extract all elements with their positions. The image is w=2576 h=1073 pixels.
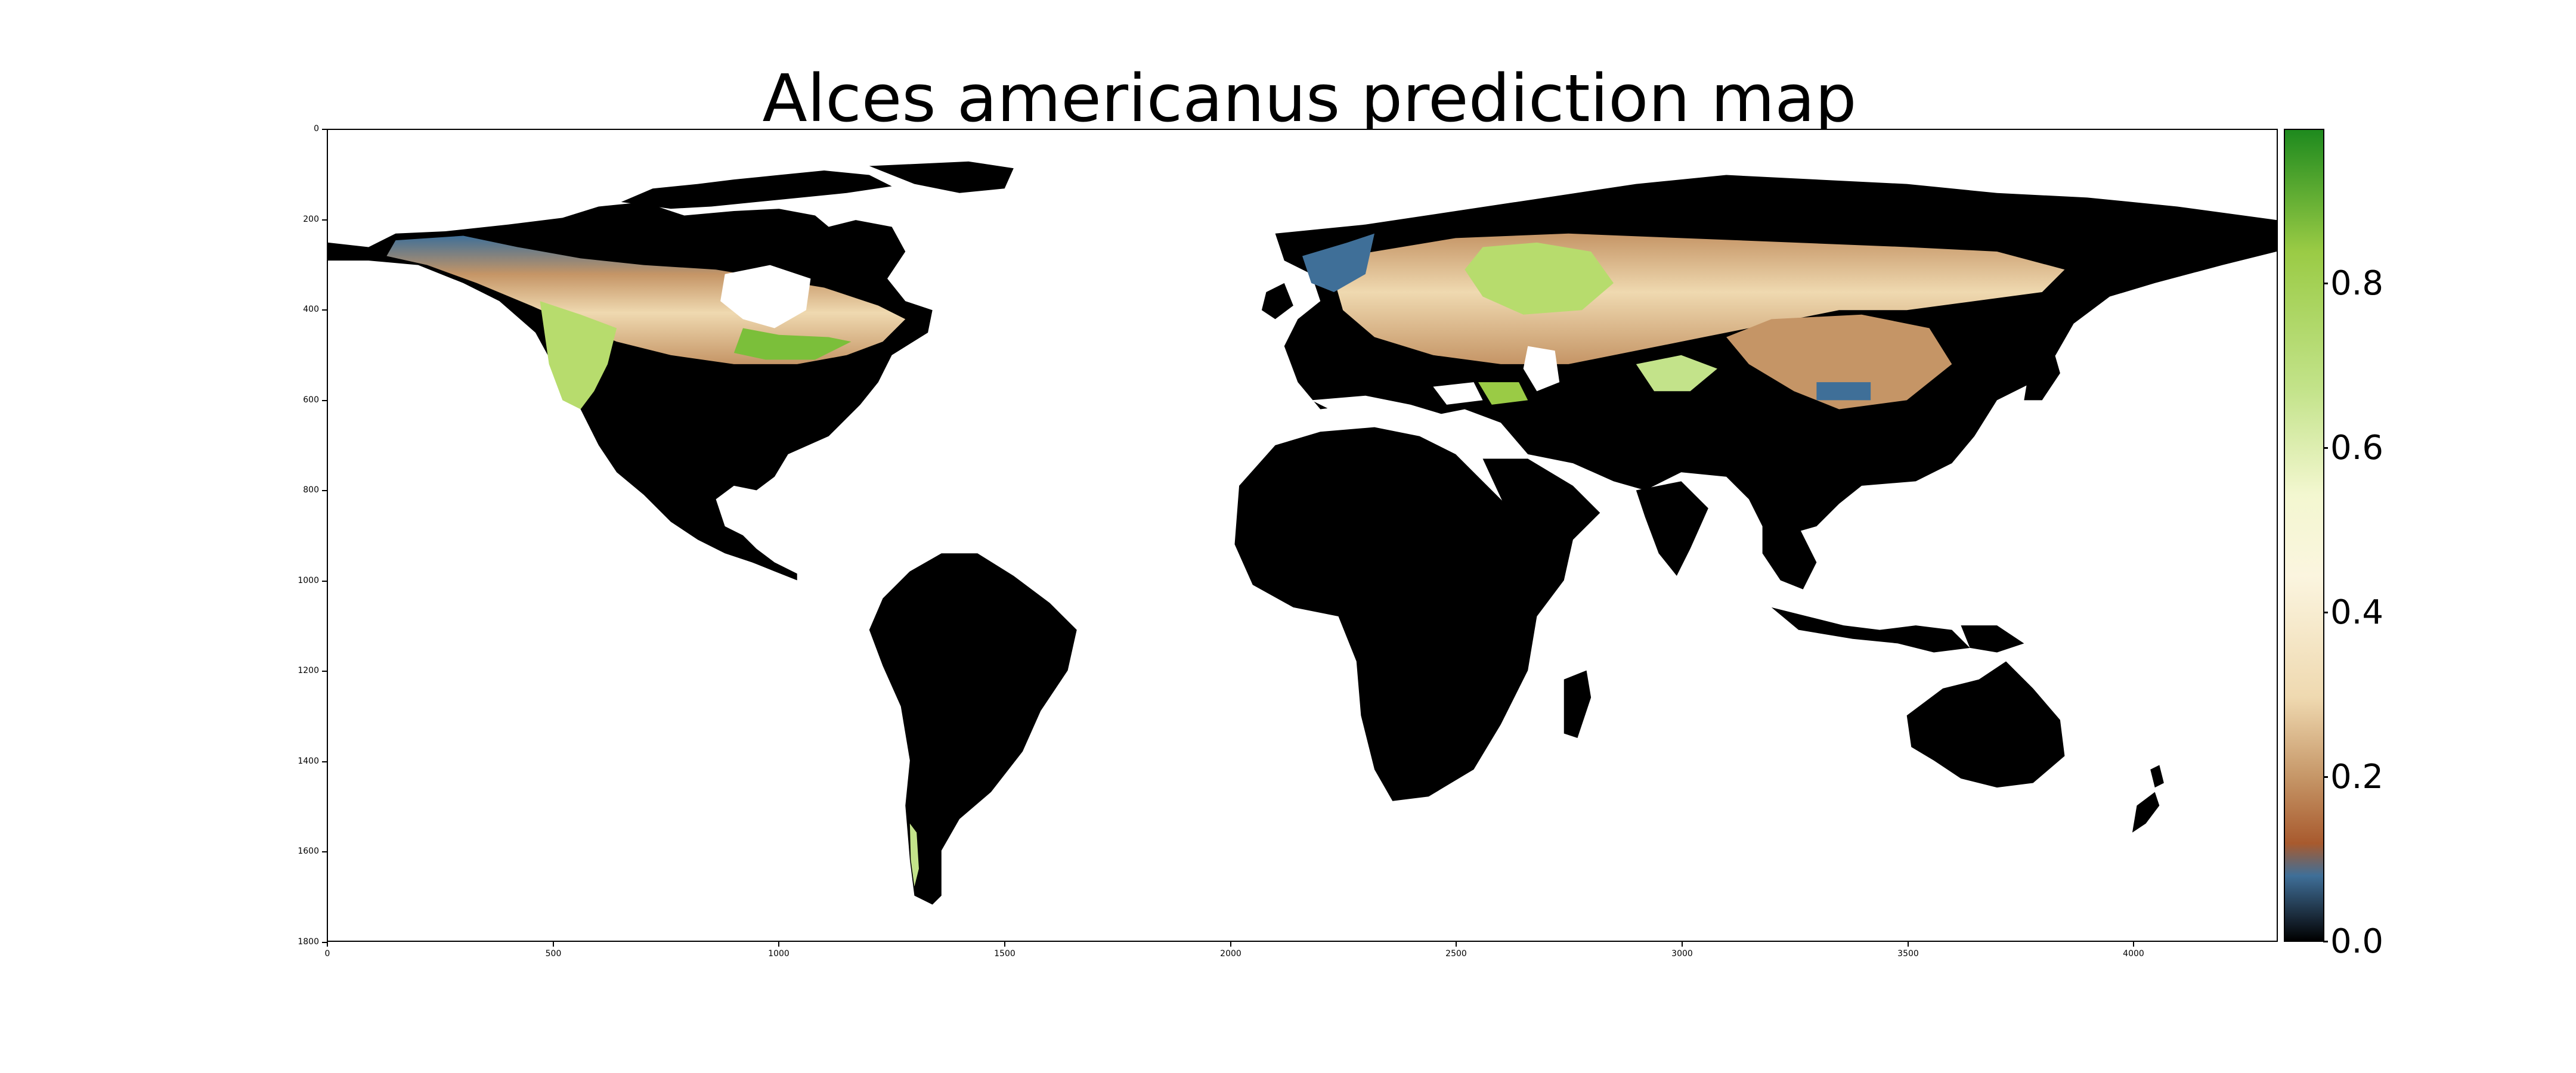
south-america <box>869 553 1077 905</box>
colorbar-tick: 0.6 <box>2323 429 2384 467</box>
x-tick: 4000 <box>2110 942 2157 959</box>
high-prediction-na <box>540 301 617 410</box>
colorbar-tick: 0.0 <box>2323 922 2384 961</box>
x-tick: 0 <box>304 942 351 959</box>
new-zealand <box>2132 792 2160 833</box>
africa <box>1234 427 1573 801</box>
high-prediction-na-east <box>733 328 852 360</box>
y-tick: 1600 <box>0 846 327 856</box>
x-tick: 500 <box>530 942 577 959</box>
british-isles <box>1261 283 1293 320</box>
world-map <box>328 161 2277 905</box>
hudson-bay <box>720 265 811 328</box>
x-tick: 3000 <box>1658 942 1706 959</box>
colorbar-tick: 0.2 <box>2323 758 2384 796</box>
arabia <box>1482 458 1600 549</box>
y-tick: 400 <box>0 305 327 314</box>
high-prediction-central-asia <box>1636 355 1717 392</box>
australia <box>1906 661 2065 788</box>
x-tick: 1000 <box>755 942 803 959</box>
mongolia-china-boreal <box>1726 314 1952 410</box>
low-prediction-asia <box>1816 382 1871 401</box>
japan <box>2024 342 2060 401</box>
southeast-asia <box>1762 517 1817 590</box>
south-america-andes-strip <box>909 823 919 887</box>
high-prediction-caucasus <box>1478 382 1528 405</box>
colorbar-tick: 0.8 <box>2323 264 2384 303</box>
x-tick: 2000 <box>1207 942 1255 959</box>
black-sea <box>1433 382 1483 405</box>
y-tick: 1200 <box>0 666 327 675</box>
x-tick: 1500 <box>981 942 1029 959</box>
india <box>1636 481 1708 576</box>
caspian-sea <box>1523 346 1560 392</box>
arctic-islands <box>621 170 892 209</box>
y-tick: 1400 <box>0 756 327 766</box>
boreal-north-america <box>386 235 906 364</box>
y-tick: 800 <box>0 485 327 495</box>
x-tick: 2500 <box>1432 942 1480 959</box>
y-tick: 0 <box>0 124 327 134</box>
map-title: Alces americanus prediction map <box>762 60 1857 137</box>
greenland-fragments <box>869 161 1014 193</box>
new-zealand-north <box>2150 765 2164 788</box>
scandinavia <box>1302 233 1375 292</box>
x-tick: 3500 <box>1884 942 1932 959</box>
indonesia-islands <box>1771 607 1970 653</box>
madagascar <box>1563 670 1592 738</box>
y-tick: 600 <box>0 395 327 405</box>
new-guinea <box>1961 625 2024 653</box>
colorbar-tick: 0.4 <box>2323 593 2384 632</box>
high-prediction-eurasia <box>1465 242 1614 315</box>
colorbar <box>2284 129 2324 942</box>
y-tick: 200 <box>0 215 327 224</box>
map-axes <box>327 129 2278 942</box>
mediterranean <box>1311 395 1456 423</box>
y-tick: 1800 <box>0 937 327 947</box>
y-tick: 1000 <box>0 576 327 585</box>
